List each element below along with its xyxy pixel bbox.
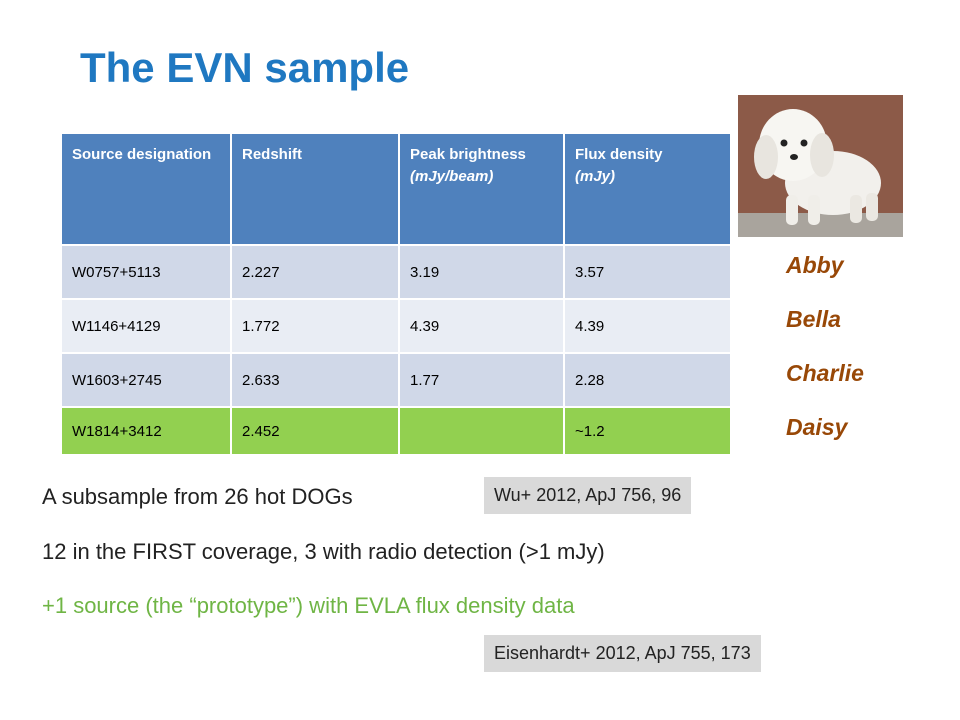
citation: Wu+ 2012, ApJ 756, 96: [484, 477, 692, 514]
header-cell: Redshift: [230, 132, 400, 246]
table-row: W0757+5113 2.227 3.19 3.57: [60, 244, 732, 300]
name: Daisy: [786, 414, 848, 440]
table-cell: 2.633: [230, 352, 400, 408]
name: Bella: [786, 306, 841, 332]
name: Charlie: [786, 360, 864, 386]
bullet: +1 source (the “prototype”) with EVLA fl…: [42, 593, 575, 618]
header-label: Flux density: [575, 146, 663, 163]
slide-title: The EVN sample: [80, 44, 410, 91]
table-row: W1603+2745 2.633 1.77 2.28: [60, 352, 732, 408]
table-cell: W1603+2745: [60, 352, 232, 408]
table-cell: 2.28: [563, 352, 732, 408]
header-label: Source designation: [72, 146, 212, 163]
header-label: Peak brightness: [410, 146, 526, 163]
table-cell: 4.39: [563, 298, 732, 354]
table-cell: 1.772: [230, 298, 400, 354]
citation: Eisenhardt+ 2012, ApJ 755, 173: [484, 635, 761, 672]
table-cell: 4.39: [398, 298, 565, 354]
table-cell: [398, 406, 565, 456]
table-cell: 2.227: [230, 244, 400, 300]
header-unit: (mJy): [575, 168, 616, 185]
header-cell: Flux density (mJy): [563, 132, 732, 246]
data-table: Source designation Redshift Peak brightn…: [60, 132, 732, 456]
header-cell: Peak brightness (mJy/beam): [398, 132, 565, 246]
table-cell: 1.77: [398, 352, 565, 408]
table-cell: W0757+5113: [60, 244, 232, 300]
table-cell: 3.57: [563, 244, 732, 300]
bullet: A subsample from 26 hot DOGs: [42, 484, 353, 509]
header-cell: Source designation: [60, 132, 232, 246]
table-cell: W1146+4129: [60, 298, 232, 354]
bullet: 12 in the FIRST coverage, 3 with radio d…: [42, 539, 605, 564]
table-cell: 3.19: [398, 244, 565, 300]
dog-photo: [738, 95, 903, 237]
table-cell: W1814+3412: [60, 406, 232, 456]
header-unit: (mJy/beam): [410, 168, 494, 185]
table-cell: ~1.2: [563, 406, 732, 456]
header-label: Redshift: [242, 146, 302, 163]
table-row: W1814+3412 2.452 ~1.2: [60, 406, 732, 456]
table-cell: 2.452: [230, 406, 400, 456]
table-row: W1146+4129 1.772 4.39 4.39: [60, 298, 732, 354]
name: Abby: [786, 252, 844, 278]
